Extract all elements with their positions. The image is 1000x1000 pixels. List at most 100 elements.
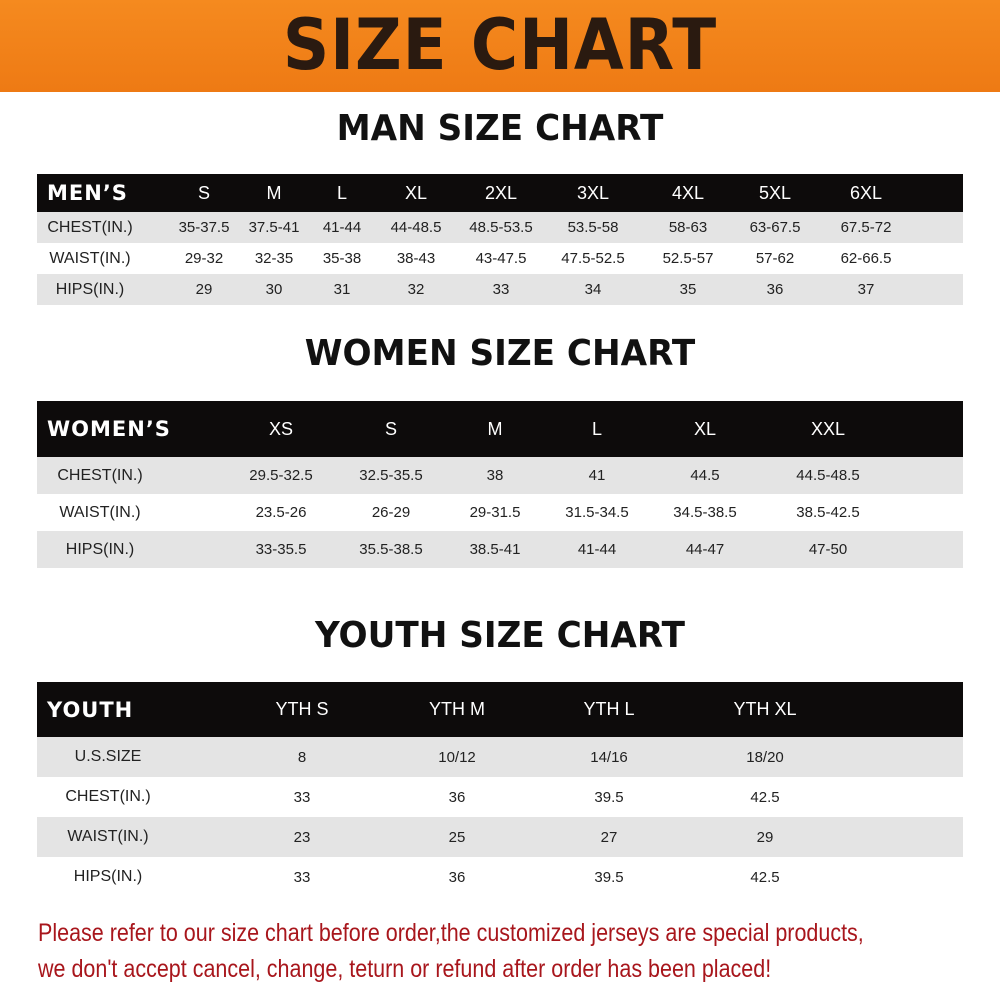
measurement-cell: 34.5-38.5 [673,504,737,521]
measurement-cell: 57-62 [755,250,795,267]
measurement-cell: 18/20 [746,748,784,766]
table-header-row: WOMEN’S XS S M L XL XXL [37,401,963,457]
men-size-table: MEN’S S M L XL 2XL 3XL 4XL 5XL 6XL CHEST(IN.) 35-37… [37,174,963,305]
measurement-cell: 41 [588,467,606,484]
measurement-cell: 63-67.5 [749,219,801,236]
measurement-cell: 35.5-38.5 [359,541,423,558]
size-chart-banner: SIZE CHART [0,0,1000,92]
size-column-header: 3XL [576,182,610,203]
row-label: CHEST(IN.) [57,466,143,484]
measurement-cell: 44.5-48.5 [796,467,860,484]
measurement-cell: 27 [600,828,618,846]
table-header-label: YOUTH [47,697,134,722]
size-column-header: YTH M [429,699,485,719]
measurement-cell: 58-63 [668,219,708,236]
measurement-cell: 38-43 [396,250,436,267]
size-column-header: 2XL [484,182,518,203]
row-label: WAIST(IN.) [59,503,141,521]
size-column-header: 6XL [849,182,883,203]
measurement-cell: 39.5 [594,788,624,806]
table-header-row: YOUTH YTH S YTH M YTH L YTH XL [37,682,963,737]
table-row: HIPS(IN.) 33 36 39.5 42.5 [37,857,963,897]
women-size-table: WOMEN’S XS S M L XL XXL CHEST(IN.) 29.5-32.5 32.5… [37,401,963,568]
table-row: HIPS(IN.) 33-35.5 35.5-38.5 38.5-41 41-44 44-… [37,531,963,568]
row-label: HIPS(IN.) [73,868,143,885]
measurement-cell: 67.5-72 [840,219,892,236]
measurement-cell: 43-47.5 [475,250,527,267]
table-row: WAIST(IN.) 23.5-26 26-29 29-31.5 31.5-34.5 34… [37,494,963,531]
table-row: WAIST(IN.) 23 25 27 29 [37,817,963,857]
measurement-cell: 38 [486,467,504,484]
table-row: WAIST(IN.) 29-32 32-35 35-38 38-43 43-47.5 47.… [37,243,963,274]
size-column-header: L [336,182,348,203]
measurement-cell: 23 [293,828,311,846]
table-row: U.S.SIZE 8 10/12 14/16 18/20 [37,737,963,777]
size-column-header: S [197,182,211,203]
measurement-cell: 29.5-32.5 [249,467,313,484]
table-row: CHEST(IN.) 33 36 39.5 42.5 [37,777,963,817]
row-label: WAIST(IN.) [49,249,131,267]
measurement-cell: 37.5-41 [248,219,300,236]
measurement-cell: 31 [333,281,351,298]
measurement-cell: 41-44 [322,219,362,236]
table-header-row: MEN’S S M L XL 2XL 3XL 4XL 5XL 6XL [37,174,963,212]
measurement-cell: 33 [293,788,311,806]
measurement-cell: 35-38 [322,250,362,267]
size-column-header: XS [268,418,294,439]
measurement-cell: 35 [679,281,697,298]
measurement-cell: 29 [756,828,774,846]
table-row: CHEST(IN.) 35-37.5 37.5-41 41-44 44-48.5 48.5… [37,212,963,243]
row-label: U.S.SIZE [74,748,142,765]
size-column-header: YTH XL [733,699,797,719]
measurement-cell: 25 [448,828,466,846]
row-label: HIPS(IN.) [65,540,135,558]
measurement-cell: 36 [448,788,466,806]
measurement-cell: 38.5-41 [469,541,521,558]
measurement-cell: 47-50 [808,541,848,558]
measurement-cell: 26-29 [371,504,411,521]
youth-size-table: YOUTH YTH S YTH M YTH L YTH XL U.S.SIZE 8 10/12… [37,682,963,897]
measurement-cell: 35-37.5 [178,219,230,236]
measurement-cell: 32-35 [254,250,294,267]
measurement-cell: 37 [857,281,875,298]
size-column-header: L [591,418,603,439]
measurement-cell: 29-31.5 [469,504,521,521]
measurement-cell: 23.5-26 [255,504,307,521]
youth-section-title: YOUTH SIZE CHART [315,615,685,656]
size-column-header: 4XL [671,182,705,203]
row-label: HIPS(IN.) [55,280,125,298]
measurement-cell: 39.5 [594,868,624,886]
measurement-cell: 41-44 [577,541,617,558]
measurement-cell: 44.5 [690,467,720,484]
disclaimer-line-1: Please refer to our size chart before or… [38,919,864,947]
measurement-cell: 62-66.5 [840,250,892,267]
size-column-header: M [487,418,503,439]
measurement-cell: 34 [584,281,602,298]
measurement-cell: 48.5-53.5 [469,219,533,236]
measurement-cell: 32 [407,281,425,298]
measurement-cell: 42.5 [750,868,780,886]
size-column-header: YTH L [583,699,635,719]
size-column-header: 5XL [758,182,792,203]
measurement-cell: 47.5-52.5 [561,250,625,267]
row-label: WAIST(IN.) [67,828,149,845]
men-section-title: MAN SIZE CHART [336,108,664,149]
size-column-header: XL [404,182,428,203]
measurement-cell: 36 [448,868,466,886]
size-column-header: XL [693,418,717,439]
measurement-cell: 30 [265,281,283,298]
row-label: CHEST(IN.) [65,788,151,805]
measurement-cell: 53.5-58 [567,219,619,236]
size-column-header: M [266,182,282,203]
measurement-cell: 14/16 [590,748,628,766]
measurement-cell: 33 [492,281,510,298]
size-column-header: S [384,418,398,439]
measurement-cell: 38.5-42.5 [796,504,860,521]
banner-title: SIZE CHART [282,4,718,86]
measurement-cell: 31.5-34.5 [565,504,629,521]
table-row: CHEST(IN.) 29.5-32.5 32.5-35.5 38 41 44.5 44.5… [37,457,963,494]
measurement-cell: 52.5-57 [662,250,714,267]
measurement-cell: 29-32 [184,250,224,267]
table-header-label: WOMEN’S [47,417,171,441]
size-column-header: XXL [810,418,846,439]
